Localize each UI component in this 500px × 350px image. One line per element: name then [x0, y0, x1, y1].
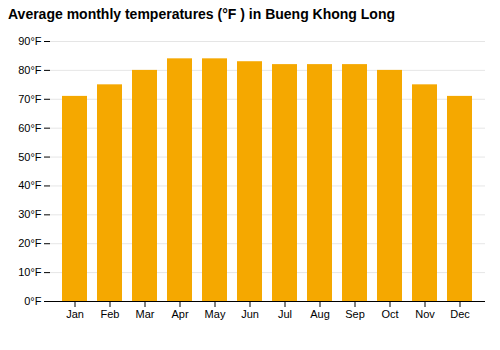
svg-text:Jun: Jun: [241, 308, 259, 320]
svg-text:40°F: 40°F: [18, 179, 42, 191]
svg-text:50°F: 50°F: [18, 151, 42, 163]
svg-text:Oct: Oct: [381, 308, 398, 320]
svg-text:Dec: Dec: [450, 308, 470, 320]
svg-text:Mar: Mar: [136, 308, 155, 320]
svg-text:Apr: Apr: [171, 308, 188, 320]
html-text:Average monthly temperatures (: Average monthly temperatures (°F ) in Bu…: [8, 6, 395, 22]
svg-text:Nov: Nov: [415, 308, 435, 320]
svg-text:60°F: 60°F: [18, 122, 42, 134]
svg-text:Aug: Aug: [310, 308, 330, 320]
svg-text:Jan: Jan: [66, 308, 84, 320]
svg-text:80°F: 80°F: [18, 64, 42, 76]
svg-text:20°F: 20°F: [18, 237, 42, 249]
svg-text:70°F: 70°F: [18, 93, 42, 105]
svg-text:Jul: Jul: [278, 308, 292, 320]
svg-text:Feb: Feb: [101, 308, 120, 320]
svg-text:90°F: 90°F: [18, 35, 42, 47]
svg-text:Sep: Sep: [345, 308, 365, 320]
svg-text:30°F: 30°F: [18, 208, 42, 220]
svg-text:0°F: 0°F: [24, 295, 42, 307]
svg-text:10°F: 10°F: [18, 266, 42, 278]
svg-text:May: May: [205, 308, 226, 320]
